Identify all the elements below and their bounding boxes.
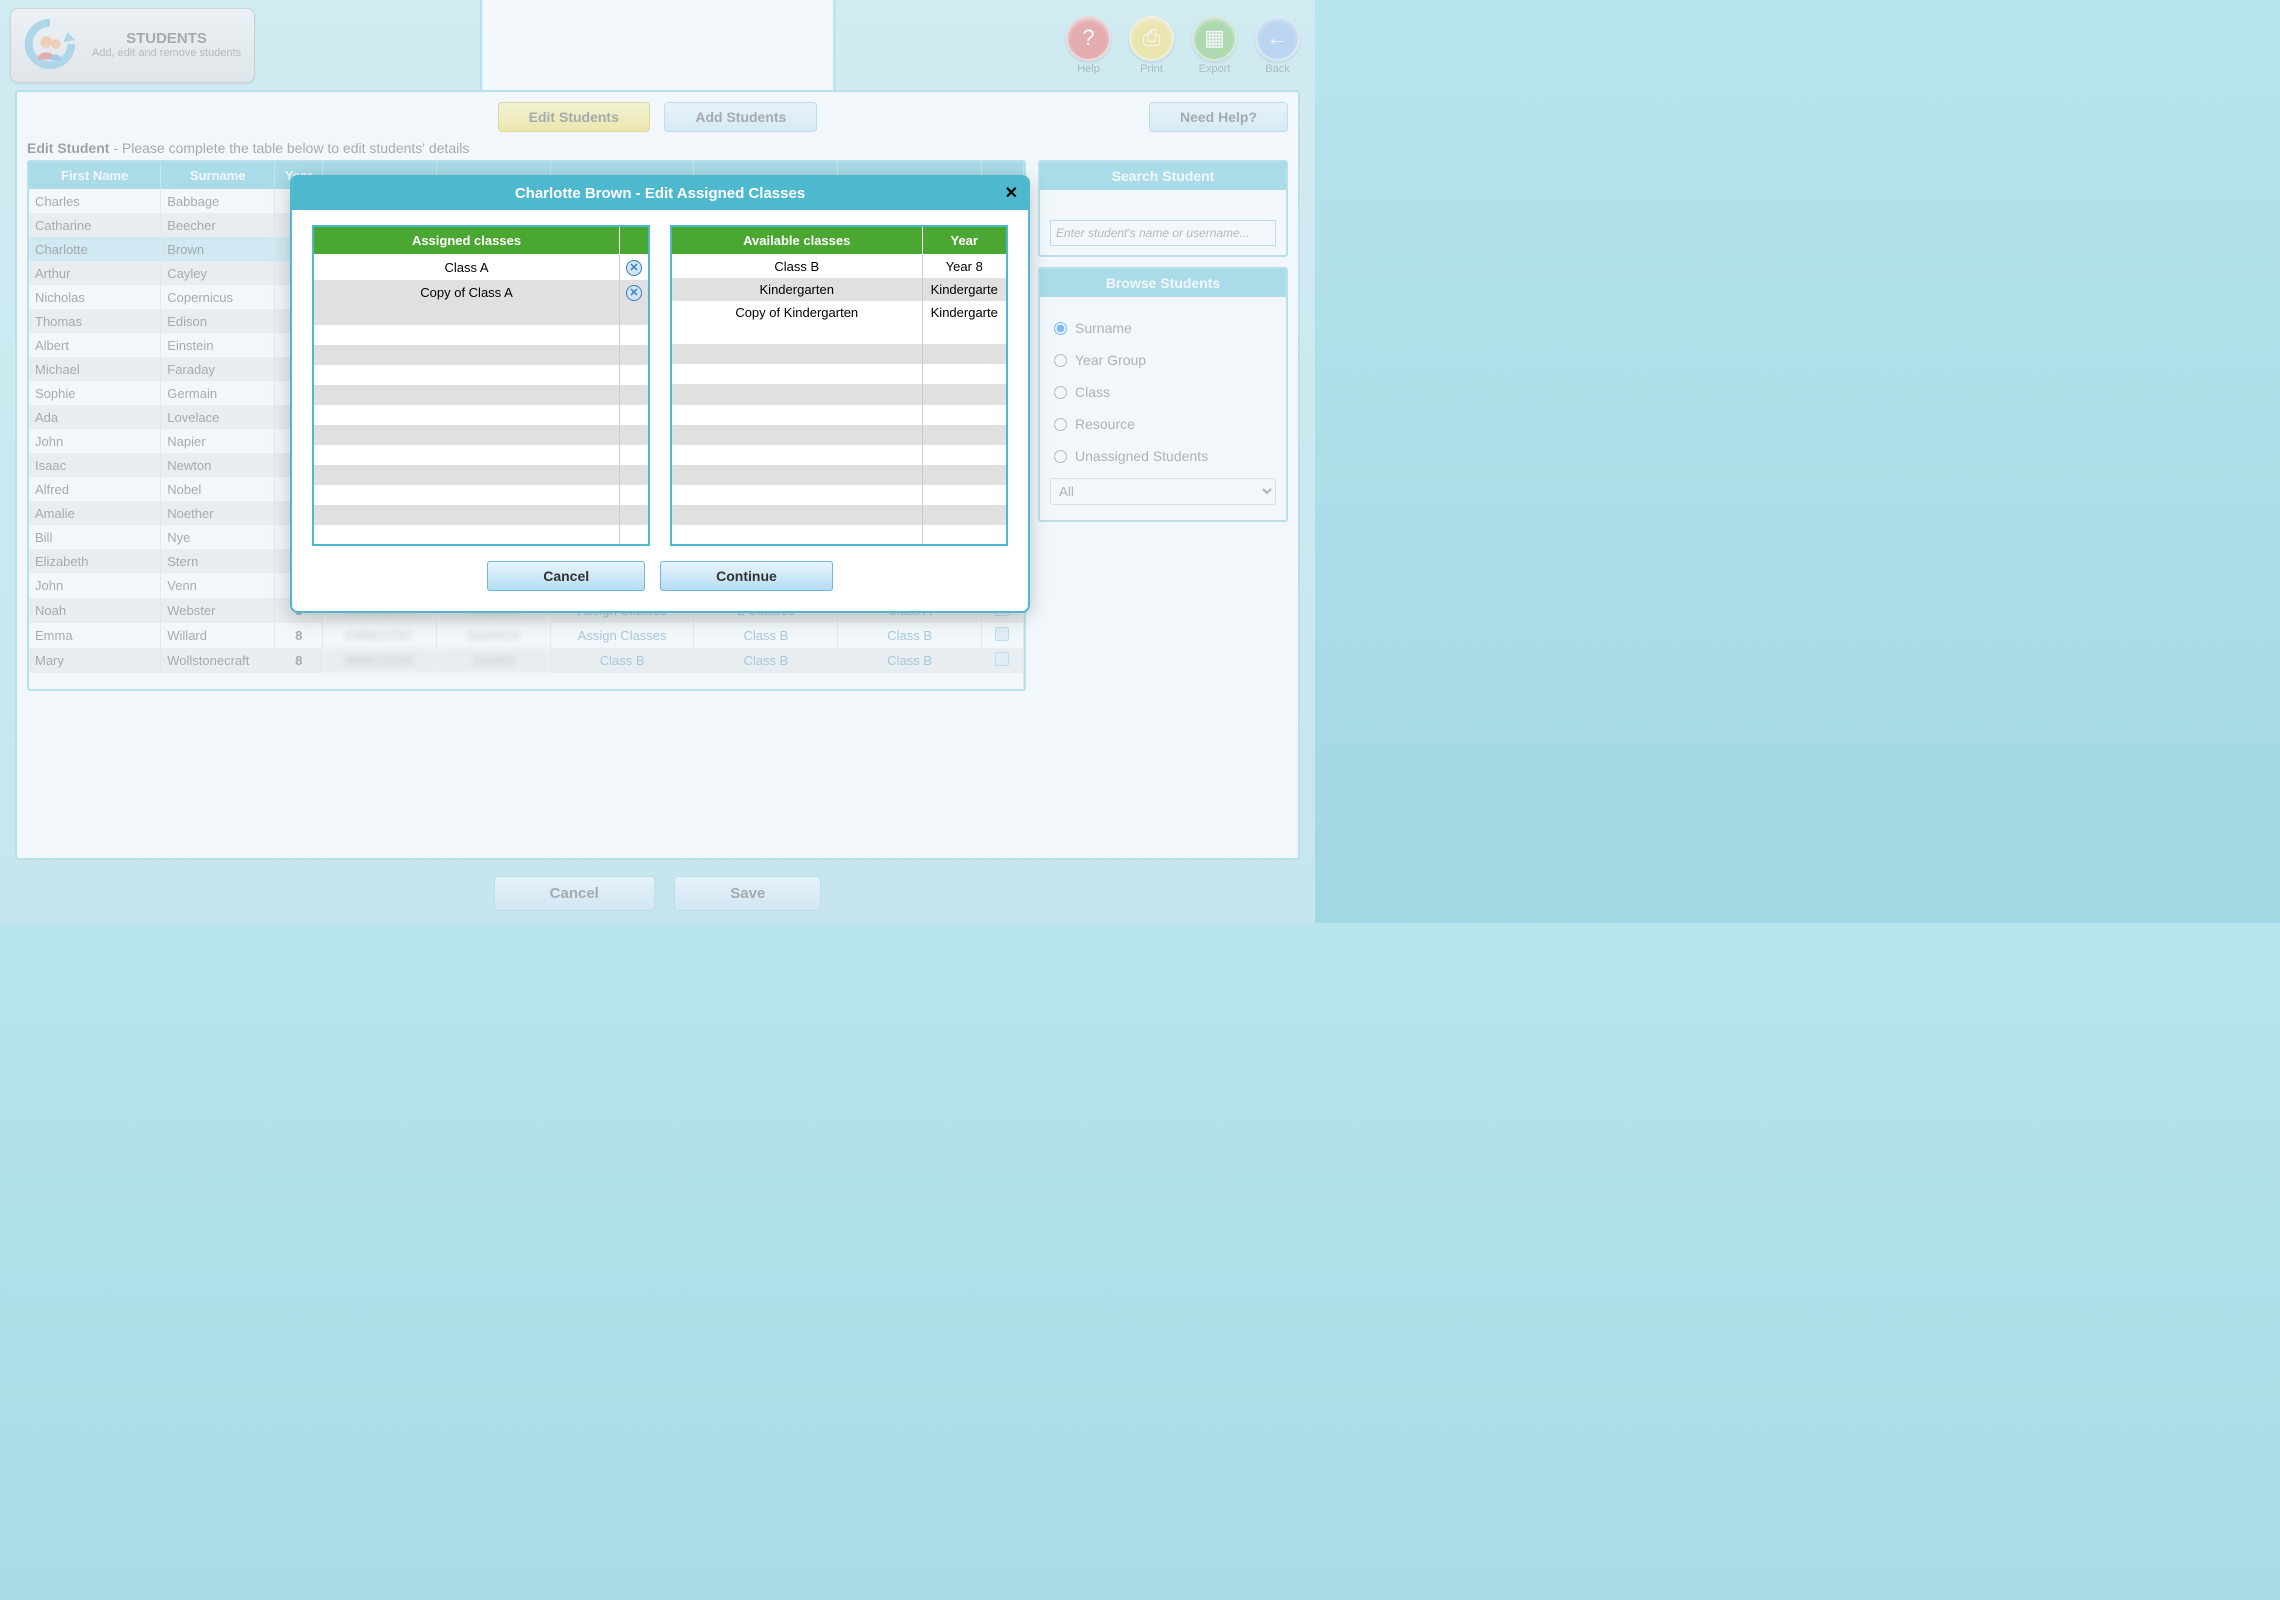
- modal-continue-button[interactable]: Continue: [660, 561, 833, 591]
- remove-class-icon[interactable]: ✕: [626, 285, 642, 301]
- modal-header: Charlotte Brown - Edit Assigned Classes …: [292, 177, 1028, 210]
- year-header: Year: [922, 226, 1007, 255]
- assigned-header: Assigned classes: [313, 226, 620, 255]
- available-class-cell[interactable]: Copy of Kindergarten: [671, 301, 922, 324]
- assigned-class-cell[interactable]: Copy of Class A: [313, 280, 620, 305]
- modal-cancel-button[interactable]: Cancel: [487, 561, 645, 591]
- available-year-cell: Kindergarte: [922, 301, 1007, 324]
- edit-classes-modal: Charlotte Brown - Edit Assigned Classes …: [290, 175, 1030, 613]
- close-icon[interactable]: ✕: [1005, 183, 1018, 203]
- available-class-cell[interactable]: Kindergarten: [671, 278, 922, 301]
- assigned-class-cell[interactable]: Class A: [313, 255, 620, 281]
- available-classes-table: Available classesYear Class BYear 8Kinde…: [670, 225, 1008, 546]
- available-class-cell[interactable]: Class B: [671, 255, 922, 279]
- modal-title: Charlotte Brown - Edit Assigned Classes: [515, 185, 805, 202]
- remove-class-icon[interactable]: ✕: [626, 260, 642, 276]
- available-header: Available classes: [671, 226, 922, 255]
- available-year-cell: Year 8: [922, 255, 1007, 279]
- available-year-cell: Kindergarte: [922, 278, 1007, 301]
- assigned-classes-table: Assigned classes Class A ✕ Copy of Class A…: [312, 225, 650, 546]
